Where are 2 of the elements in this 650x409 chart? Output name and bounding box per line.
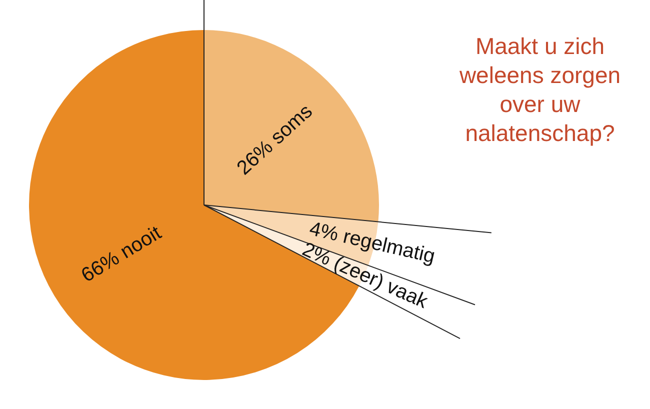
text: Maakt u zich weleens zorgen over uw nalatenschap? (458, 32, 622, 148)
slice-label: 66% nooit (78, 222, 166, 287)
